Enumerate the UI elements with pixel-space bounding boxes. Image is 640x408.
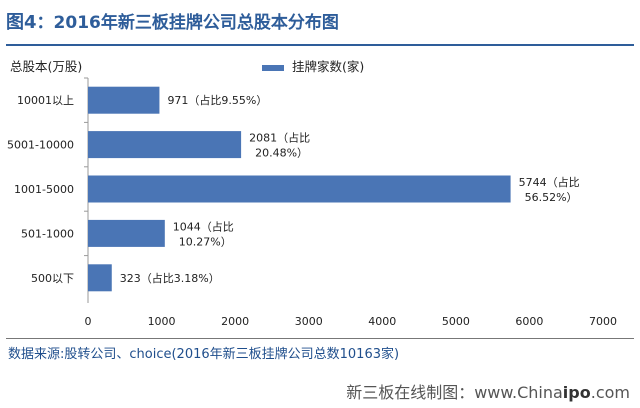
title-divider <box>6 44 634 46</box>
y-tick-label: 500以下 <box>31 272 74 285</box>
source-note: 数据来源:股转公司、choice(2016年新三板挂牌公司总数10163家) <box>8 347 400 362</box>
figure-title: ：2016年新三板挂牌公司总股本分布图 <box>36 13 339 33</box>
data-label: 323（占比3.18%） <box>120 271 220 285</box>
footer-prefix: 新三板在线制图：www.China <box>346 383 563 402</box>
data-label: 5744（占比 <box>519 175 580 189</box>
bar <box>88 219 165 247</box>
data-label: 10.27%） <box>179 235 232 248</box>
x-tick-label: 3000 <box>295 315 323 328</box>
data-label: 20.48%） <box>255 147 308 160</box>
x-tick-label: 7000 <box>589 315 617 328</box>
legend: 挂牌家数(家) <box>262 56 364 75</box>
data-label: 1044（占比 <box>173 219 234 233</box>
y-tick-label: 5001-10000 <box>7 139 74 152</box>
figure-label: 图4 <box>6 12 37 33</box>
bar <box>88 175 511 203</box>
x-tick-label: 1000 <box>148 315 176 328</box>
x-tick-label: 6000 <box>515 315 543 328</box>
legend-label: 挂牌家数(家) <box>292 59 365 74</box>
footer-credit: 新三板在线制图：www.Chinaipo.com <box>346 379 630 403</box>
y-axis-unit-label: 总股本(万股) <box>10 59 83 74</box>
y-tick-label: 501-1000 <box>21 227 74 240</box>
x-tick-label: 2000 <box>221 315 249 328</box>
bar <box>88 86 160 114</box>
x-tick-label: 0 <box>85 315 92 328</box>
data-label: 56.52%） <box>525 191 578 204</box>
legend-swatch <box>262 64 284 71</box>
data-label: 971（占比9.55%） <box>167 93 267 107</box>
footer-brand: ipo <box>562 383 591 402</box>
data-label: 2081（占比 <box>249 131 310 145</box>
bar <box>88 264 112 292</box>
bar-chart: 0 1000 2000 3000 4000 5000 6000 7000 10001以上 971（… <box>7 77 617 328</box>
x-tick-label: 5000 <box>442 315 470 328</box>
y-tick-label: 1001-5000 <box>14 183 74 196</box>
x-tick-label: 4000 <box>368 315 396 328</box>
y-tick-label: 10001以上 <box>17 94 74 107</box>
chart-title: 图4：2016年新三板挂牌公司总股本分布图 <box>6 8 339 34</box>
bar <box>88 131 242 159</box>
footer-suffix: .com <box>590 383 630 402</box>
source-divider <box>6 338 634 339</box>
